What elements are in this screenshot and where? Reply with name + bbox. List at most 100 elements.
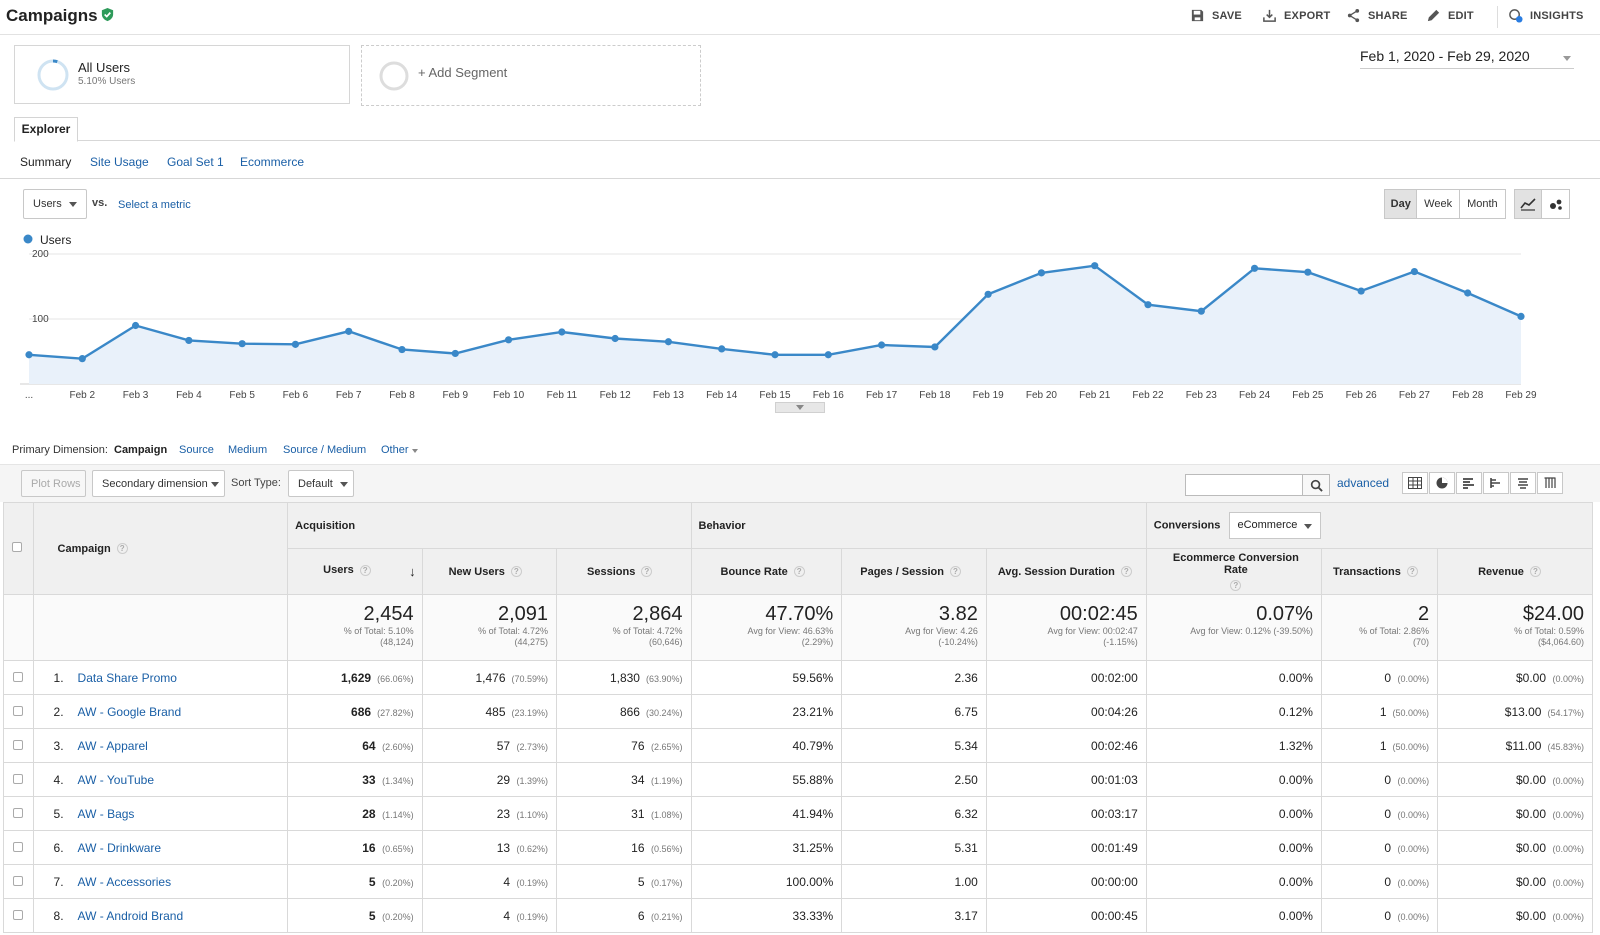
subtab-summary[interactable]: Summary — [20, 155, 72, 169]
row-checkbox[interactable] — [13, 739, 24, 750]
row-checkbox[interactable] — [13, 773, 24, 784]
data-point[interactable] — [25, 351, 33, 359]
plot-rows-button[interactable]: Plot Rows — [21, 470, 86, 497]
help-icon[interactable]: ? — [793, 566, 805, 578]
data-point[interactable] — [664, 338, 673, 346]
edit-button[interactable]: EDIT — [1426, 8, 1474, 23]
search-button[interactable] — [1302, 474, 1330, 496]
campaign-link[interactable]: AW - YouTube — [77, 772, 155, 787]
help-icon[interactable]: ? — [1120, 566, 1132, 578]
campaign-column-header[interactable]: Campaign? — [32, 502, 289, 595]
data-point[interactable] — [984, 290, 992, 298]
dimension-source-medium[interactable]: Source / Medium — [283, 444, 367, 456]
new-users-column-header[interactable]: New Users? — [421, 548, 558, 595]
data-point[interactable] — [877, 341, 886, 349]
data-point[interactable] — [931, 343, 939, 351]
data-point[interactable] — [238, 340, 246, 348]
bounce-rate-column-header[interactable]: Bounce Rate? — [690, 548, 843, 595]
tab-explorer[interactable]: Explorer — [14, 117, 78, 142]
help-icon[interactable]: ? — [1529, 566, 1541, 578]
segment-all-users[interactable] — [14, 45, 350, 104]
advanced-filter-link[interactable]: advanced — [1337, 476, 1390, 490]
data-point[interactable] — [1197, 307, 1205, 315]
view-pie-button[interactable] — [1429, 472, 1455, 494]
motion-chart-button[interactable] — [1542, 190, 1569, 218]
help-icon[interactable]: ? — [510, 566, 522, 578]
add-segment-button[interactable] — [361, 45, 701, 106]
help-icon[interactable]: ? — [116, 543, 128, 555]
ecommerce-conversion-rate-column-header[interactable]: Ecommerce Conversion Rate? — [1145, 548, 1322, 595]
view-pivot-button[interactable] — [1537, 472, 1563, 494]
row-checkbox[interactable] — [13, 875, 24, 886]
row-checkbox[interactable] — [13, 807, 24, 818]
row-checkbox[interactable] — [13, 909, 24, 920]
view-performance-button[interactable] — [1456, 472, 1482, 494]
conversions-select[interactable]: eCommerce — [1229, 512, 1322, 539]
campaign-link[interactable]: AW - Bags — [77, 806, 135, 821]
view-table-button[interactable] — [1402, 472, 1428, 494]
month-button[interactable]: Month — [1467, 198, 1498, 210]
data-point[interactable] — [1410, 267, 1419, 276]
data-point[interactable] — [771, 351, 779, 359]
dimension-medium[interactable]: Medium — [228, 444, 268, 456]
data-point[interactable] — [131, 321, 140, 330]
day-button[interactable]: Day — [1385, 190, 1418, 218]
revenue-column-header[interactable]: Revenue? — [1437, 548, 1593, 595]
data-point[interactable] — [1250, 264, 1259, 272]
week-button[interactable]: Week — [1417, 190, 1460, 218]
data-point[interactable] — [398, 345, 406, 354]
data-point[interactable] — [1304, 268, 1312, 276]
data-point[interactable] — [1144, 301, 1152, 309]
campaign-link[interactable]: AW - Drinkware — [77, 840, 162, 855]
campaign-link[interactable]: Data Share Promo — [77, 670, 177, 685]
subtab-site-usage[interactable]: Site Usage — [90, 155, 149, 169]
campaign-link[interactable]: AW - Android Brand — [77, 908, 184, 923]
share-button[interactable]: SHARE — [1346, 8, 1408, 23]
data-point[interactable] — [1357, 287, 1365, 295]
select-metric-link[interactable]: Select a metric — [118, 199, 191, 211]
dimension-source[interactable]: Source — [179, 444, 214, 456]
insights-button[interactable]: INSIGHTS — [1508, 8, 1584, 23]
data-point[interactable] — [611, 334, 619, 343]
data-point[interactable] — [185, 336, 193, 345]
dimension-campaign[interactable]: Campaign — [114, 444, 168, 456]
data-point[interactable] — [1091, 262, 1099, 270]
subtab-goal-set-1[interactable]: Goal Set 1 — [167, 155, 224, 169]
sessions-column-header[interactable]: Sessions? — [556, 548, 692, 595]
view-comparison-button[interactable] — [1483, 472, 1509, 494]
help-icon[interactable]: ? — [1406, 566, 1418, 578]
help-icon[interactable]: ? — [359, 564, 371, 576]
dimension-other[interactable]: Other — [381, 444, 409, 456]
avg-session-duration-column-header[interactable]: Avg. Session Duration? — [985, 548, 1147, 595]
row-checkbox[interactable] — [13, 841, 24, 852]
campaign-link[interactable]: AW - Google Brand — [77, 704, 182, 719]
data-point[interactable] — [1037, 269, 1046, 277]
view-term-cloud-button[interactable] — [1510, 472, 1536, 494]
help-icon[interactable]: ? — [1230, 580, 1242, 591]
data-point[interactable] — [1464, 289, 1472, 297]
data-point[interactable] — [345, 327, 353, 335]
secondary-dimension-select[interactable]: Secondary dimension — [92, 470, 225, 497]
save-button[interactable]: SAVE — [1190, 8, 1242, 23]
metric-select[interactable]: Users — [23, 189, 87, 219]
data-point[interactable] — [718, 345, 726, 353]
line-chart-button[interactable] — [1515, 190, 1543, 218]
campaign-link[interactable]: AW - Apparel — [77, 738, 148, 753]
row-checkbox[interactable] — [13, 671, 24, 682]
data-point[interactable] — [451, 349, 459, 358]
pages-per-session-column-header[interactable]: Pages / Session? — [841, 548, 987, 595]
data-point[interactable] — [558, 328, 566, 336]
select-all-checkbox[interactable] — [12, 542, 22, 552]
table-search-input[interactable] — [1185, 474, 1303, 496]
users-column-header[interactable]: Users? ↓ — [287, 548, 423, 595]
data-point[interactable] — [824, 351, 832, 359]
campaign-link[interactable]: AW - Accessories — [77, 874, 172, 889]
transactions-column-header[interactable]: Transactions? — [1320, 548, 1439, 595]
data-point[interactable] — [78, 355, 86, 363]
data-point[interactable] — [504, 336, 513, 344]
data-point[interactable] — [1517, 312, 1525, 320]
help-icon[interactable]: ? — [950, 566, 961, 578]
subtab-ecommerce[interactable]: Ecommerce — [240, 155, 305, 169]
help-icon[interactable]: ? — [641, 566, 653, 578]
row-checkbox[interactable] — [13, 705, 24, 716]
